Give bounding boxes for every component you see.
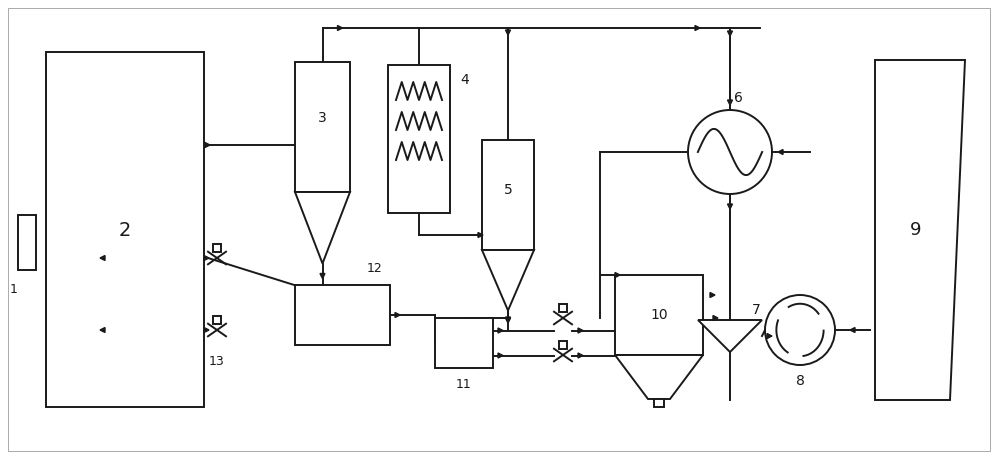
Text: 8: 8 [796, 374, 804, 388]
Polygon shape [850, 328, 855, 332]
Polygon shape [615, 355, 703, 399]
Bar [559, 341, 567, 349]
Text: 12: 12 [367, 262, 383, 275]
Polygon shape [478, 233, 483, 237]
Polygon shape [100, 256, 105, 261]
Bar [46, 52, 204, 407]
Polygon shape [295, 192, 350, 263]
Polygon shape [615, 273, 620, 278]
Text: 3: 3 [318, 111, 326, 125]
Bar [615, 275, 703, 355]
Polygon shape [100, 328, 105, 332]
Bar [435, 318, 493, 368]
Text: 1: 1 [10, 283, 18, 296]
Polygon shape [695, 26, 700, 30]
Bar [482, 140, 534, 250]
Polygon shape [728, 31, 732, 36]
Text: 6: 6 [734, 91, 742, 105]
Polygon shape [205, 142, 210, 147]
Bar [559, 304, 567, 312]
Bar [295, 285, 390, 345]
Bar [18, 215, 36, 270]
Polygon shape [698, 320, 762, 352]
Text: 10: 10 [650, 308, 668, 322]
Polygon shape [728, 204, 732, 209]
Text: 5: 5 [504, 183, 512, 197]
Polygon shape [498, 328, 503, 333]
Text: 9: 9 [910, 221, 922, 239]
Polygon shape [204, 256, 209, 261]
Bar [295, 62, 350, 192]
Polygon shape [506, 317, 511, 322]
Text: 4: 4 [460, 73, 469, 87]
Bar [654, 399, 664, 407]
Circle shape [688, 110, 772, 194]
Polygon shape [338, 26, 343, 30]
Polygon shape [498, 353, 503, 358]
Polygon shape [875, 60, 965, 400]
Polygon shape [713, 315, 718, 320]
Polygon shape [710, 292, 715, 297]
Text: 13: 13 [209, 355, 225, 368]
Text: 7: 7 [752, 303, 761, 317]
Bar [388, 65, 450, 213]
Bar [213, 244, 221, 252]
Polygon shape [395, 313, 400, 318]
Polygon shape [482, 250, 534, 310]
Polygon shape [778, 150, 783, 155]
Text: 2: 2 [119, 220, 131, 240]
Bar [213, 316, 221, 324]
Text: 11: 11 [456, 378, 472, 391]
Polygon shape [767, 334, 772, 338]
Polygon shape [506, 318, 511, 323]
Polygon shape [578, 328, 583, 333]
Polygon shape [204, 328, 209, 332]
Polygon shape [506, 30, 511, 35]
Circle shape [765, 295, 835, 365]
Polygon shape [578, 353, 583, 358]
Polygon shape [728, 100, 732, 105]
Polygon shape [320, 274, 325, 279]
